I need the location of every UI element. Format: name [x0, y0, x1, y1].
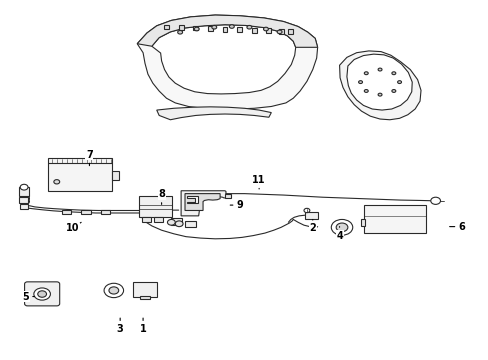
FancyBboxPatch shape [19, 187, 29, 196]
Circle shape [38, 291, 46, 297]
Polygon shape [184, 194, 220, 211]
Text: 7: 7 [86, 150, 93, 166]
Circle shape [364, 90, 367, 93]
Text: 6: 6 [449, 222, 464, 231]
Polygon shape [152, 25, 295, 94]
Text: 4: 4 [336, 226, 342, 240]
Circle shape [109, 287, 119, 294]
FancyBboxPatch shape [48, 158, 112, 191]
FancyBboxPatch shape [133, 282, 157, 297]
Circle shape [330, 220, 352, 235]
FancyBboxPatch shape [20, 204, 28, 210]
FancyBboxPatch shape [363, 205, 426, 233]
Circle shape [194, 27, 199, 31]
Circle shape [177, 31, 182, 34]
Circle shape [391, 90, 395, 93]
Text: 2: 2 [309, 220, 316, 233]
Circle shape [304, 208, 309, 213]
Text: 10: 10 [66, 222, 81, 233]
FancyBboxPatch shape [360, 219, 365, 226]
FancyBboxPatch shape [288, 29, 293, 34]
FancyBboxPatch shape [61, 211, 71, 214]
Text: 9: 9 [230, 200, 243, 210]
FancyBboxPatch shape [142, 217, 151, 222]
Circle shape [246, 26, 251, 29]
Circle shape [22, 194, 29, 199]
Circle shape [397, 81, 401, 84]
FancyBboxPatch shape [224, 194, 230, 198]
Text: 3: 3 [117, 318, 123, 334]
Circle shape [104, 283, 123, 298]
Circle shape [391, 72, 395, 75]
Circle shape [22, 199, 29, 204]
FancyBboxPatch shape [112, 171, 119, 180]
Polygon shape [181, 191, 225, 216]
FancyBboxPatch shape [139, 196, 172, 217]
Polygon shape [157, 107, 271, 120]
Polygon shape [186, 196, 198, 203]
FancyBboxPatch shape [207, 26, 212, 31]
FancyBboxPatch shape [305, 212, 317, 220]
Text: 1: 1 [140, 318, 146, 334]
Circle shape [229, 25, 234, 28]
FancyBboxPatch shape [154, 217, 162, 222]
Circle shape [430, 197, 440, 204]
Circle shape [167, 220, 175, 225]
FancyBboxPatch shape [163, 25, 168, 30]
FancyBboxPatch shape [24, 282, 60, 306]
Polygon shape [137, 15, 317, 47]
FancyBboxPatch shape [193, 26, 198, 31]
FancyBboxPatch shape [222, 27, 227, 32]
Polygon shape [339, 51, 420, 120]
Circle shape [335, 223, 347, 231]
Polygon shape [137, 15, 317, 109]
Polygon shape [346, 54, 411, 110]
FancyBboxPatch shape [178, 25, 183, 30]
Circle shape [175, 221, 183, 226]
Text: 11: 11 [252, 175, 265, 189]
Circle shape [22, 196, 29, 201]
Text: 5: 5 [22, 292, 35, 302]
Circle shape [20, 184, 28, 190]
Circle shape [211, 26, 216, 29]
Circle shape [377, 68, 381, 71]
Circle shape [34, 288, 50, 300]
FancyBboxPatch shape [81, 211, 91, 214]
FancyBboxPatch shape [278, 29, 283, 33]
Circle shape [277, 30, 282, 34]
FancyBboxPatch shape [251, 28, 256, 33]
FancyBboxPatch shape [19, 197, 28, 203]
Circle shape [377, 93, 381, 96]
FancyBboxPatch shape [184, 221, 195, 227]
Circle shape [54, 180, 60, 184]
FancyBboxPatch shape [237, 27, 242, 32]
FancyBboxPatch shape [266, 28, 271, 33]
Text: 8: 8 [158, 189, 165, 204]
Circle shape [358, 81, 362, 84]
FancyBboxPatch shape [101, 211, 110, 214]
FancyBboxPatch shape [171, 219, 182, 225]
FancyBboxPatch shape [140, 296, 150, 299]
Circle shape [364, 72, 367, 75]
Circle shape [263, 27, 268, 31]
